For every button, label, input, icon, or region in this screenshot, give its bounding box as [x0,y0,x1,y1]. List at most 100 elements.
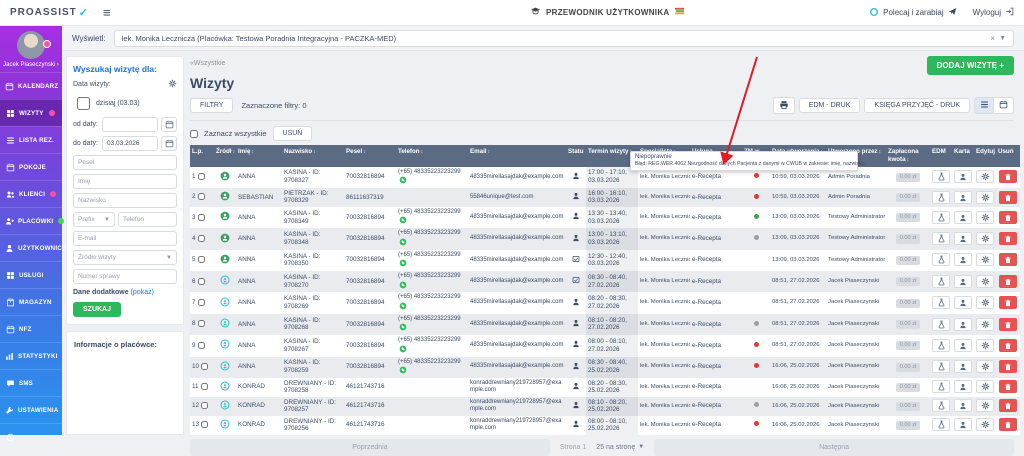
edm-button[interactable] [932,399,950,413]
delete-selected-button[interactable]: USUŃ [272,126,313,141]
previous-page-button[interactable]: Poprzednia [190,438,550,456]
patient-card-button[interactable] [954,380,972,394]
row-checkbox[interactable] [197,341,205,349]
row-checkbox[interactable] [197,213,205,221]
to-date-calendar-button[interactable] [161,136,177,151]
edm-button[interactable] [932,274,950,288]
edit-button[interactable] [976,338,994,352]
edit-button[interactable] [976,360,994,374]
row-checkbox[interactable] [197,277,205,285]
column-header-telefon[interactable]: Telefon↕ [396,145,468,167]
edit-button[interactable] [976,190,994,204]
whatsapp-icon[interactable] [399,302,407,313]
edm-button[interactable] [932,190,950,204]
sidebar-item-lista-rez[interactable]: LISTA REZ. [0,126,62,153]
sidebar-item-ustawienia[interactable]: USTAWIENIA [0,396,62,423]
column-header-pesel[interactable]: Pesel↕ [344,145,396,167]
patient-card-button[interactable] [954,232,972,246]
column-header-nazwisko[interactable]: Nazwisko↕ [282,145,344,167]
delete-row-button[interactable] [999,380,1017,394]
row-checkbox[interactable] [197,193,205,201]
whatsapp-icon[interactable] [399,366,407,377]
patient-card-button[interactable] [954,399,972,413]
delete-row-button[interactable] [999,232,1017,246]
edit-button[interactable] [976,296,994,310]
whatsapp-icon[interactable] [399,238,407,249]
whatsapp-icon[interactable] [399,323,407,334]
list-view-toggle[interactable] [974,97,994,114]
email-input[interactable] [73,231,177,246]
delete-row-button[interactable] [999,360,1017,374]
last-name-input[interactable] [73,193,177,208]
search-button[interactable]: SZUKAJ [73,302,122,317]
edm-button[interactable] [932,418,950,432]
patient-card-button[interactable] [954,338,972,352]
sidebar-item-u-ytkownicy[interactable]: UŻYTKOWNICY [0,234,78,261]
sidebar-item-clock[interactable] [0,423,62,450]
edm-button[interactable] [932,210,950,224]
delete-row-button[interactable] [999,399,1017,413]
case-number-input[interactable] [73,269,177,284]
edm-button[interactable] [932,232,950,246]
column-header-zap-acona-kwota[interactable]: Zapłacona kwota↕ [886,145,930,167]
patient-card-button[interactable] [954,253,972,267]
refer-and-earn-link[interactable]: Polecaj i zarabiaj [869,7,956,19]
row-checkbox[interactable] [197,256,205,264]
phone-input[interactable] [118,212,177,227]
edit-button[interactable] [976,317,994,331]
per-page-select[interactable]: 25 na stronę ▼ [596,443,645,451]
edit-button[interactable] [976,210,994,224]
gear-icon[interactable] [168,79,177,90]
row-checkbox[interactable] [201,421,209,429]
sidebar-item-kalendarz[interactable]: KALENDARZ [0,72,62,99]
first-name-input[interactable] [73,174,177,189]
edit-button[interactable] [976,380,994,394]
whatsapp-icon[interactable] [399,259,407,270]
edm-print-button[interactable]: EDM - DRUK [798,98,861,113]
show-extra-link[interactable]: (pokaż) [130,289,154,296]
edm-button[interactable] [932,296,950,310]
column-header-imi[interactable]: Imię↕ [236,145,282,167]
whatsapp-icon[interactable] [399,176,407,187]
sidebar-item-statystyki[interactable]: STATYSTYKI [0,342,62,369]
delete-row-button[interactable] [999,418,1017,432]
delete-row-button[interactable] [999,190,1017,204]
delete-row-button[interactable] [999,170,1017,184]
hamburger-menu-icon[interactable]: ≡ [103,5,111,20]
print-button[interactable] [772,97,795,114]
delete-row-button[interactable] [999,253,1017,267]
patient-card-button[interactable] [954,317,972,331]
row-checkbox[interactable] [197,320,205,328]
today-checkbox[interactable] [77,97,90,110]
from-date-input[interactable] [102,117,158,132]
patient-card-button[interactable] [954,210,972,224]
select-all-checkbox[interactable] [190,129,198,138]
edm-button[interactable] [932,253,950,267]
to-date-input[interactable] [102,136,158,151]
pesel-input[interactable] [73,155,177,170]
row-checkbox[interactable] [197,235,205,242]
edit-button[interactable] [976,253,994,267]
edit-button[interactable] [976,274,994,288]
delete-row-button[interactable] [999,296,1017,310]
patient-card-button[interactable] [954,296,972,310]
patient-card-button[interactable] [954,418,972,432]
edit-button[interactable] [976,170,994,184]
sidebar-item-klienci[interactable]: KLIENCI [0,180,62,207]
calendar-view-toggle[interactable] [994,97,1014,114]
row-checkbox[interactable] [197,299,205,307]
whatsapp-icon[interactable] [399,216,407,227]
patient-card-button[interactable] [954,170,972,184]
delete-row-button[interactable] [999,338,1017,352]
admission-book-print-button[interactable]: KSIĘGA PRZYJĘĆ - DRUK [864,98,970,113]
sidebar-item-pokoje[interactable]: POKOJE [0,153,62,180]
user-guide-link[interactable]: PRZEWODNIK UŻYTKOWNIKA [530,6,685,19]
delete-row-button[interactable] [999,210,1017,224]
sidebar-item-plac-wki[interactable]: PLACÓWKI [0,207,65,234]
edm-button[interactable] [932,338,950,352]
delete-row-button[interactable] [999,274,1017,288]
profile-block[interactable]: Jacek Piaseczynski › [0,26,62,72]
edm-button[interactable] [932,317,950,331]
whatsapp-icon[interactable] [399,345,407,356]
edit-button[interactable] [976,418,994,432]
